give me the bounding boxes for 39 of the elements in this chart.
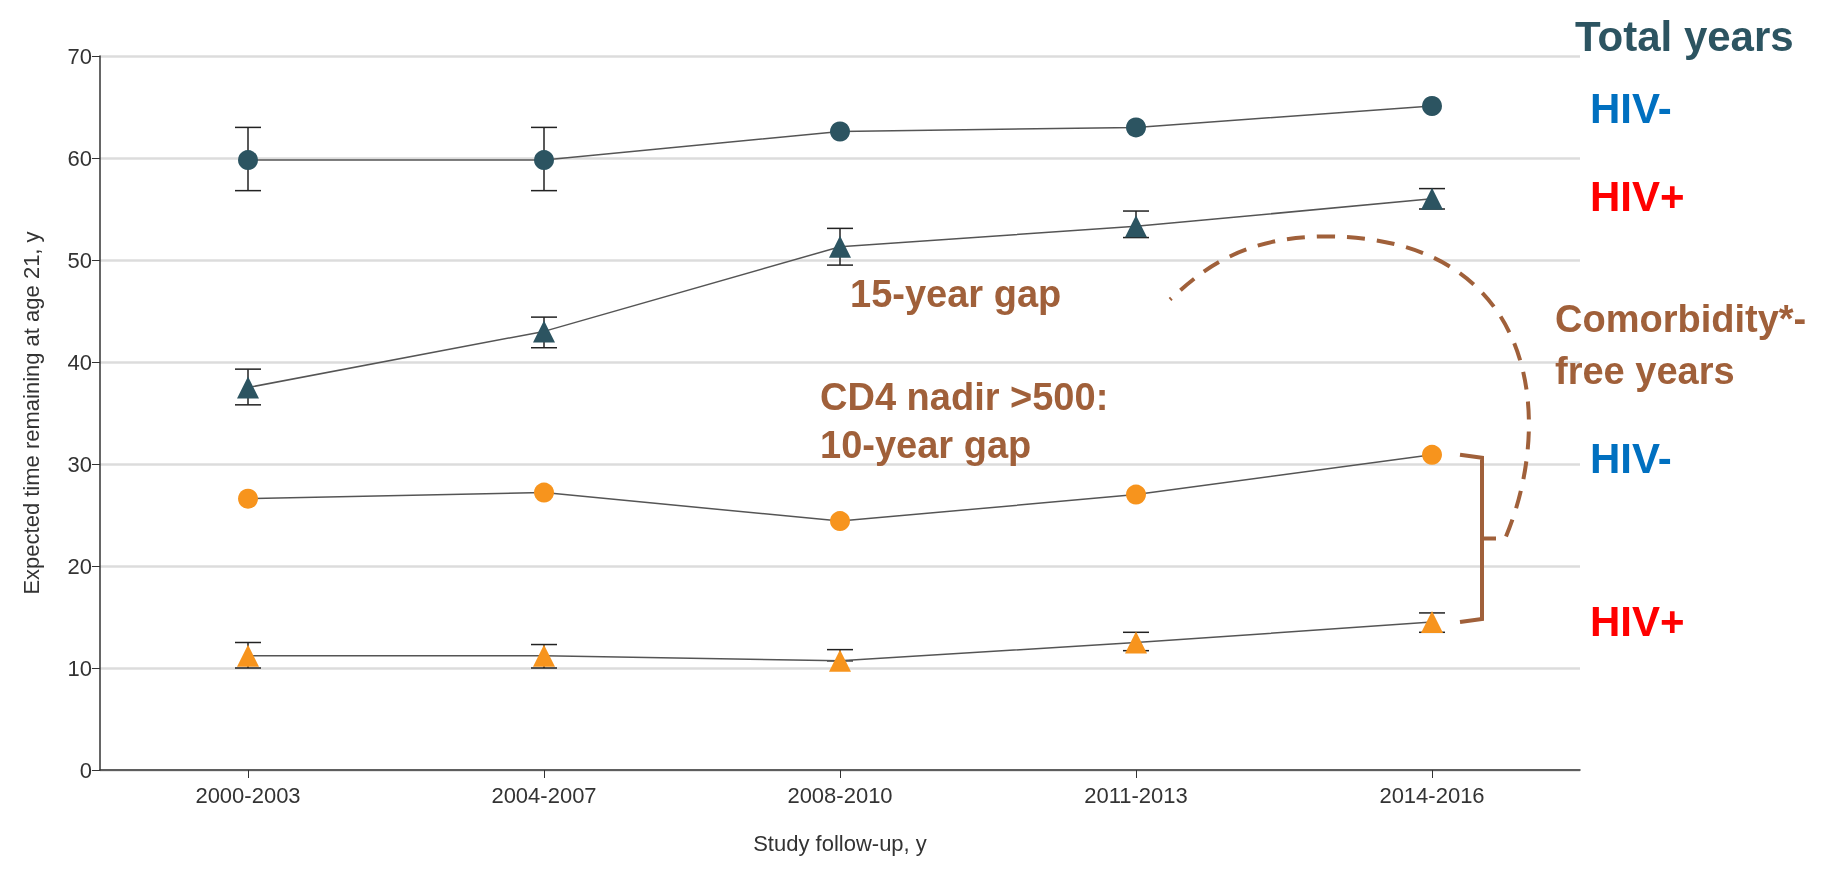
y-tick-label: 0 — [79, 757, 92, 783]
point — [1126, 484, 1146, 505]
y-tick-label: 60 — [67, 145, 92, 171]
point — [829, 649, 851, 672]
x-tick-label: 2008-2010 — [787, 782, 893, 808]
y-tick-label: 30 — [67, 451, 92, 477]
text: HIV- — [1590, 435, 1672, 483]
y-tick-label: 70 — [67, 43, 92, 69]
point — [238, 150, 258, 171]
annotation: CD4 nadir >500: 10-year gap — [820, 376, 1119, 466]
point — [1422, 444, 1442, 465]
x-tick-label: 2000-2003 — [195, 782, 301, 808]
point — [830, 121, 850, 142]
point — [1126, 117, 1146, 138]
text: HIV+ — [1590, 598, 1685, 646]
annotation: Total years — [1575, 13, 1794, 61]
point — [1125, 215, 1147, 238]
point — [534, 482, 554, 503]
annotation: free years — [1555, 350, 1735, 393]
point — [829, 235, 851, 258]
point — [534, 150, 554, 171]
text: HIV- — [1590, 85, 1672, 133]
x-axis-title: Study follow-up, y — [753, 830, 927, 856]
point — [1422, 95, 1442, 116]
point — [533, 320, 555, 343]
annotation: 15-year gap — [850, 273, 1062, 316]
y-axis-title: Expected time remaining at age 21, y — [18, 231, 44, 595]
y-tick-label: 20 — [67, 553, 92, 579]
point — [238, 488, 258, 509]
y-tick-label: 40 — [67, 349, 92, 375]
x-tick-label: 2004-2007 — [491, 782, 597, 808]
x-tick-label: 2014-2016 — [1379, 782, 1485, 808]
text: HIV+ — [1590, 173, 1685, 221]
x-tick-label: 2011-2013 — [1084, 782, 1188, 808]
annotation: Comorbidity*- — [1555, 298, 1807, 341]
point — [237, 376, 259, 399]
y-tick-label: 50 — [67, 247, 92, 273]
point — [830, 511, 850, 532]
y-tick-label: 10 — [67, 655, 92, 681]
